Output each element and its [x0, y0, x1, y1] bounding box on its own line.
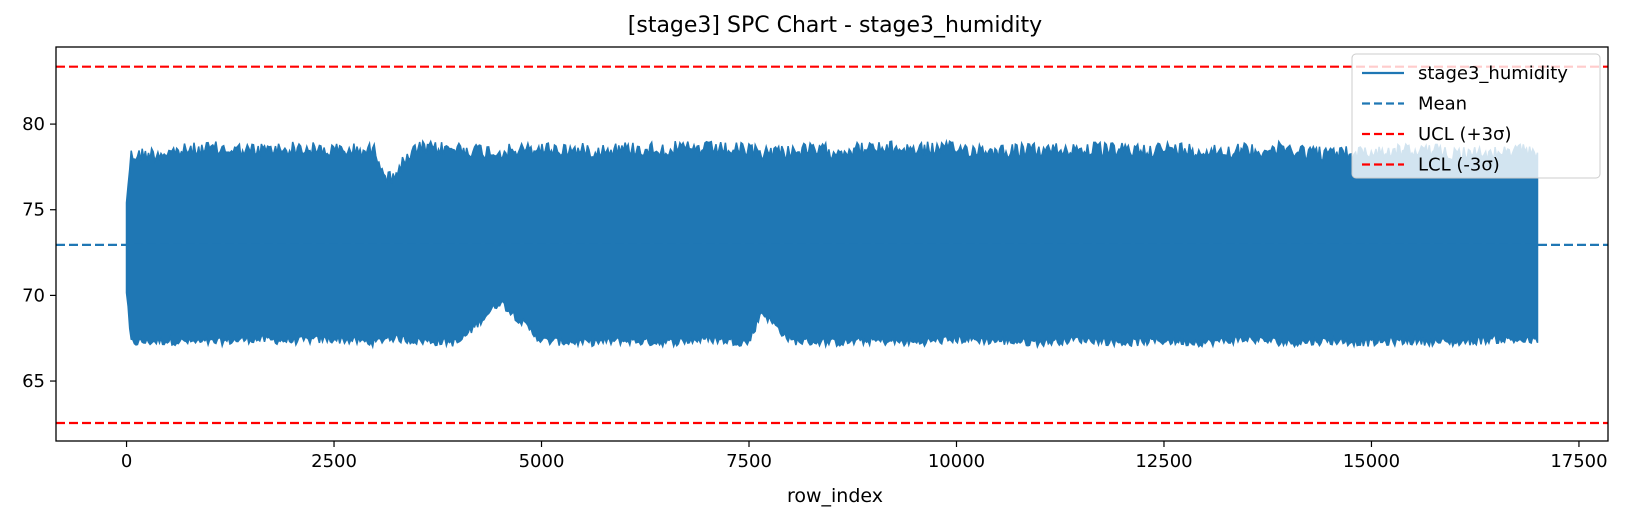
legend: stage3_humidity Mean UCL (+3σ) LCL (-3σ): [1351, 53, 1601, 179]
y-tick-label: 80: [22, 114, 45, 135]
x-tick-label: 10000: [928, 451, 985, 472]
x-tick-label: 5000: [519, 451, 565, 472]
x-tick-label: 17500: [1550, 451, 1607, 472]
x-tick-label: 15000: [1343, 451, 1400, 472]
y-tick-label: 75: [22, 200, 45, 221]
legend-box: [1351, 53, 1601, 179]
x-tick-label: 2500: [311, 451, 357, 472]
y-tick-label: 65: [22, 371, 45, 392]
x-tick-label: 12500: [1135, 451, 1192, 472]
x-axis-title: row_index: [787, 485, 883, 507]
legend-label: UCL (+3σ): [1418, 124, 1511, 145]
chart-title: [stage3] SPC Chart - stage3_humidity: [628, 13, 1042, 38]
legend-label: Mean: [1418, 94, 1467, 115]
x-tick-label: 7500: [726, 451, 772, 472]
x-tick-label: 0: [121, 451, 132, 472]
legend-label: LCL (-3σ): [1418, 155, 1500, 176]
plot-frame: [55, 46, 1609, 442]
series-stage3-humidity: [125, 138, 1539, 350]
plot-area: [56, 65, 1608, 425]
legend-label: stage3_humidity: [1418, 63, 1568, 84]
y-tick-label: 70: [22, 285, 45, 306]
